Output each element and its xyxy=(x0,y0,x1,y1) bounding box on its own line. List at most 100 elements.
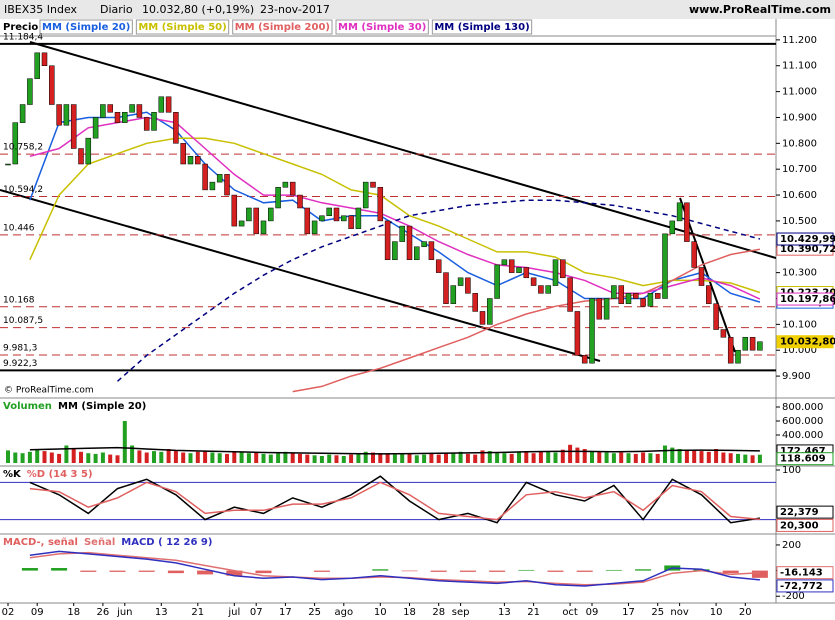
histogram-bar xyxy=(459,570,476,572)
volume-bar xyxy=(152,451,156,463)
series-line xyxy=(292,248,761,393)
volume-bar xyxy=(743,454,748,463)
candle xyxy=(654,293,661,299)
histogram-bar xyxy=(751,570,768,578)
volume-bar xyxy=(677,449,682,463)
candle xyxy=(516,267,522,273)
candle xyxy=(341,215,347,222)
volume-bar xyxy=(670,447,675,463)
candle xyxy=(669,220,676,235)
volume-bar xyxy=(6,450,10,463)
candle xyxy=(443,272,449,304)
volume-bar xyxy=(144,452,149,463)
volume-bar xyxy=(371,452,375,463)
candle xyxy=(107,104,113,113)
volume-bar xyxy=(327,454,332,463)
volume-bar xyxy=(363,451,368,463)
volume-bar xyxy=(166,449,171,463)
volume-bar xyxy=(714,449,719,463)
y-tick-label: 10.100 xyxy=(782,319,817,330)
last-value-label: 10.429,99 xyxy=(780,234,835,245)
volume-bar xyxy=(524,452,529,463)
candle xyxy=(523,267,530,279)
y-tick-label: 600.000 xyxy=(782,416,823,427)
volume-bar xyxy=(159,451,164,463)
y-tick-label: 10.300 xyxy=(782,268,817,279)
x-tick-label: 20 xyxy=(739,607,752,618)
volume-bar xyxy=(71,449,76,463)
volume-bar xyxy=(276,453,281,463)
x-tick-label: 17 xyxy=(279,607,292,618)
candle xyxy=(165,96,172,113)
x-tick-label: nov xyxy=(670,607,688,618)
volume-bar xyxy=(407,453,412,463)
volume-bar xyxy=(356,453,361,463)
histogram-bar xyxy=(226,570,243,576)
volume-bar xyxy=(173,450,178,463)
y-tick-label: 11.100 xyxy=(782,61,817,72)
x-tick-label: 13 xyxy=(498,607,511,618)
candle xyxy=(494,264,500,299)
candle xyxy=(567,277,573,312)
legend-box xyxy=(431,19,533,35)
volume-bar xyxy=(451,452,456,463)
candle xyxy=(581,355,588,364)
volume-bar xyxy=(13,452,18,463)
volume-bar xyxy=(203,451,208,463)
last-value-box xyxy=(776,579,834,593)
volume-bar xyxy=(757,454,762,463)
last-value-label: 20,300 xyxy=(780,520,819,531)
volume-bar xyxy=(239,452,244,463)
y-tick-label: 10.800 xyxy=(782,138,817,149)
histogram-bar xyxy=(489,570,506,572)
candle xyxy=(684,202,690,242)
last-value-label: 22,379 xyxy=(780,507,819,518)
last-value-box xyxy=(776,335,834,349)
x-tick-label: jul xyxy=(227,607,240,618)
volume-bar xyxy=(392,454,397,463)
candle xyxy=(457,277,464,286)
x-tick-label: 18 xyxy=(67,607,80,618)
volume-bar xyxy=(319,456,324,463)
volume-bar xyxy=(195,451,200,463)
candle xyxy=(5,163,11,166)
volume-bar xyxy=(225,453,229,463)
histogram-bar xyxy=(255,570,272,574)
candle xyxy=(392,241,398,260)
legend-entry: MM (Simple 200) xyxy=(235,22,330,33)
candle xyxy=(421,241,427,248)
y-tick-label: 10.600 xyxy=(782,190,817,201)
volume-bar xyxy=(531,453,536,463)
volume-bar xyxy=(49,452,54,463)
candle xyxy=(508,259,515,273)
volume-bar xyxy=(400,453,405,463)
x-tick-label: 25 xyxy=(308,607,321,618)
candle xyxy=(479,311,486,325)
x-tick-label: 07 xyxy=(250,607,263,618)
volume-bar xyxy=(312,455,317,463)
candle xyxy=(304,207,311,235)
candle xyxy=(749,337,756,351)
volume-bar xyxy=(188,453,193,463)
volume-bar xyxy=(57,453,62,463)
series-line xyxy=(29,551,760,586)
volume-bar xyxy=(706,451,711,463)
candle xyxy=(406,225,413,260)
volume-bar xyxy=(611,453,616,463)
panel-title: Volumen xyxy=(3,401,52,412)
x-tick-label: 28 xyxy=(432,607,445,618)
panel xyxy=(0,42,776,393)
level-label: 9.981,3 xyxy=(3,344,37,354)
last-price: 10.032,80 (+0,19%) xyxy=(142,3,254,16)
candle xyxy=(596,298,603,320)
candle xyxy=(757,341,763,351)
histogram-bar xyxy=(109,570,126,572)
x-tick-label: 09 xyxy=(31,607,44,618)
candle xyxy=(574,311,581,356)
volume-bar xyxy=(217,453,222,463)
x-tick-label: 02 xyxy=(2,607,15,618)
legend-box xyxy=(135,19,230,35)
volume-bar xyxy=(27,451,32,463)
histogram-bar xyxy=(80,570,97,572)
legend-box xyxy=(232,19,333,35)
